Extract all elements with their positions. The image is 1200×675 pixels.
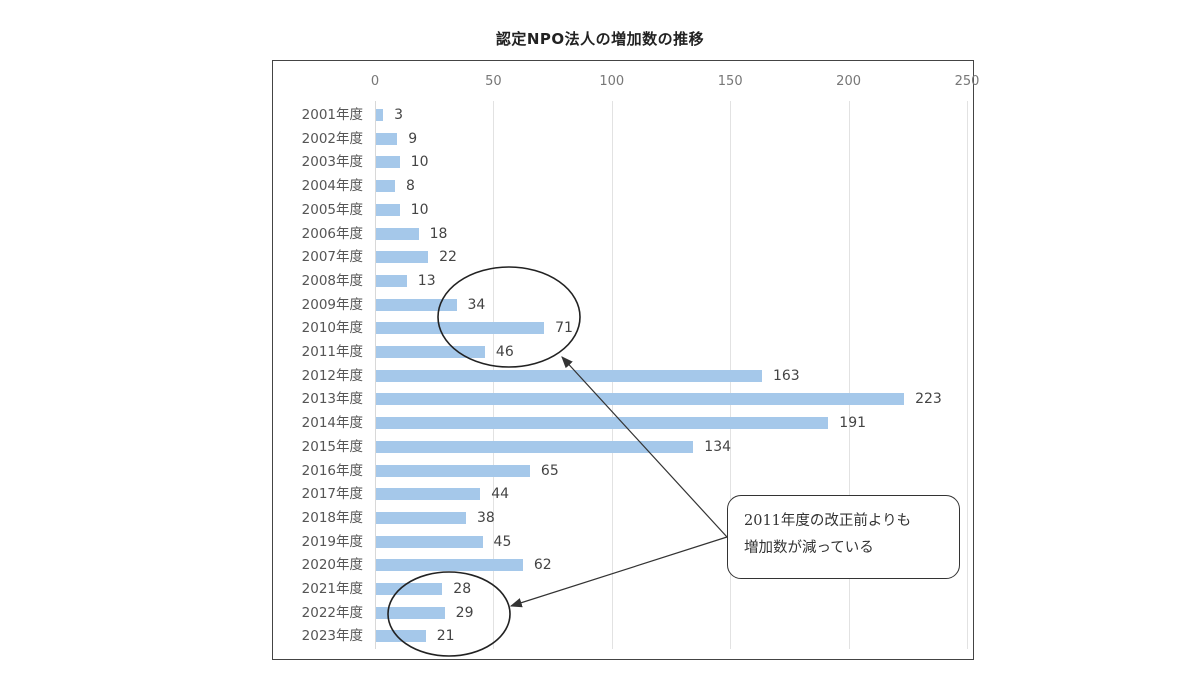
category-label: 2018年度 — [301, 509, 363, 526]
bar — [376, 393, 905, 406]
data-label: 9 — [408, 130, 418, 147]
callout-line-2: 増加数が減っている — [744, 540, 874, 556]
category-label: 2006年度 — [301, 225, 363, 242]
category-label: 2005年度 — [301, 201, 363, 218]
category-label: 2016年度 — [301, 462, 363, 479]
data-label: 18 — [429, 225, 448, 242]
bar — [376, 464, 530, 477]
x-tick-label: 0 — [370, 74, 380, 89]
data-label: 13 — [417, 272, 436, 289]
bar — [376, 369, 762, 382]
bar — [376, 203, 400, 216]
category-label: 2010年度 — [301, 320, 363, 337]
category-label: 2021年度 — [301, 581, 363, 597]
category-label: 2011年度 — [301, 344, 363, 360]
data-label: 38 — [476, 509, 495, 526]
y-axis-line — [375, 101, 376, 649]
chart-title: 認定NPO法人の増加数の推移 — [495, 30, 705, 48]
x-tick-label: 150 — [717, 74, 743, 89]
x-tick-label: 200 — [836, 74, 862, 89]
category-label: 2002年度 — [301, 130, 363, 147]
data-label: 8 — [405, 178, 415, 195]
data-label: 62 — [533, 557, 552, 574]
category-label: 2013年度 — [301, 391, 363, 408]
category-label: 2017年度 — [301, 486, 363, 503]
data-label: 223 — [915, 391, 942, 408]
category-label: 2008年度 — [301, 272, 363, 289]
bar — [376, 630, 426, 643]
data-label: 10 — [410, 154, 429, 171]
category-label: 2012年度 — [301, 367, 363, 384]
category-label: 2015年度 — [301, 438, 363, 455]
bar — [376, 488, 481, 501]
bar — [376, 583, 443, 595]
bar — [376, 417, 829, 430]
category-label: 2007年度 — [301, 249, 363, 266]
x-tick-label: 100 — [599, 74, 625, 89]
bar — [376, 251, 429, 264]
bar — [376, 132, 398, 145]
data-label: 44 — [491, 486, 510, 503]
bar — [376, 180, 395, 193]
bar — [376, 156, 400, 169]
bar — [376, 606, 445, 619]
category-label: 2022年度 — [301, 604, 363, 621]
x-tick-label: 50 — [485, 74, 502, 89]
data-label: 65 — [540, 462, 559, 479]
bar — [376, 535, 483, 548]
bar — [376, 274, 407, 287]
category-label: 2020年度 — [301, 557, 363, 574]
callout-box: 2011年度の改正前よりも 増加数が減っている — [727, 495, 960, 579]
data-label: 10 — [410, 201, 429, 218]
data-label: 3 — [394, 107, 404, 123]
bar — [376, 322, 545, 335]
bar — [376, 298, 457, 311]
data-label: 134 — [704, 438, 732, 455]
data-label: 191 — [839, 415, 867, 432]
bar — [376, 559, 523, 572]
data-label: 163 — [772, 367, 800, 384]
data-label: 22 — [439, 249, 457, 266]
gridline — [967, 101, 968, 649]
category-label: 2004年度 — [301, 178, 363, 195]
bar — [376, 511, 466, 524]
category-label: 2003年度 — [301, 154, 363, 171]
category-label: 2019年度 — [301, 533, 363, 550]
category-label: 2009年度 — [301, 296, 363, 313]
data-label: 29 — [455, 604, 474, 621]
data-label: 21 — [436, 628, 455, 645]
gridline — [848, 101, 850, 649]
data-label: 34 — [467, 296, 486, 313]
data-label: 46 — [495, 344, 514, 360]
bar — [376, 109, 384, 121]
callout-line-1: 2011年度の改正前よりも — [744, 513, 912, 529]
category-label: 2023年度 — [301, 628, 363, 645]
bar — [376, 346, 485, 358]
data-label: 45 — [493, 533, 512, 550]
category-label: 2014年度 — [301, 415, 363, 432]
x-tick-label: 250 — [954, 74, 980, 89]
data-label: 28 — [453, 581, 472, 597]
bar — [376, 440, 694, 453]
bar — [376, 227, 419, 240]
category-label: 2001年度 — [301, 107, 363, 123]
data-label: 71 — [555, 320, 573, 337]
